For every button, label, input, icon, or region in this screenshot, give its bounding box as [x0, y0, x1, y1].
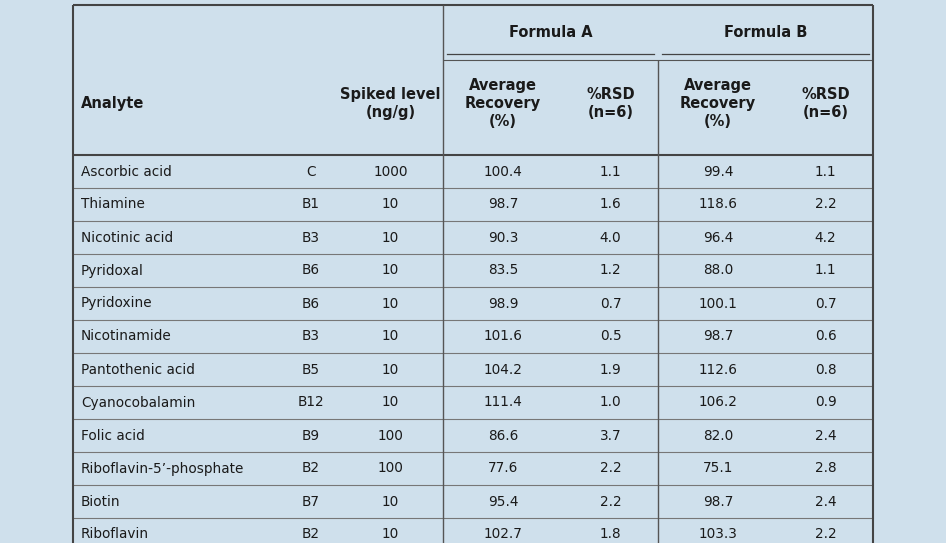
Text: Ascorbic acid: Ascorbic acid — [81, 165, 172, 179]
Text: Cyanocobalamin: Cyanocobalamin — [81, 395, 196, 409]
Text: 100: 100 — [377, 462, 403, 476]
Text: 0.7: 0.7 — [600, 296, 622, 311]
Text: 10: 10 — [382, 395, 399, 409]
Text: 102.7: 102.7 — [483, 527, 522, 541]
Text: C: C — [306, 165, 315, 179]
Text: 2.2: 2.2 — [815, 527, 836, 541]
Text: 98.9: 98.9 — [488, 296, 518, 311]
Text: 100.1: 100.1 — [698, 296, 738, 311]
Text: 82.0: 82.0 — [703, 428, 733, 443]
Text: 111.4: 111.4 — [483, 395, 522, 409]
Text: B1: B1 — [302, 198, 320, 212]
Text: 10: 10 — [382, 263, 399, 277]
Text: 1.1: 1.1 — [815, 263, 836, 277]
Text: 96.4: 96.4 — [703, 230, 733, 244]
Text: B12: B12 — [297, 395, 324, 409]
Text: 2.2: 2.2 — [815, 198, 836, 212]
Text: 4.2: 4.2 — [815, 230, 836, 244]
Text: Folic acid: Folic acid — [81, 428, 145, 443]
Text: 86.6: 86.6 — [488, 428, 518, 443]
Text: 98.7: 98.7 — [703, 330, 733, 344]
Text: 1.8: 1.8 — [600, 527, 622, 541]
Text: B3: B3 — [302, 330, 320, 344]
Text: B2: B2 — [302, 527, 320, 541]
Text: 77.6: 77.6 — [488, 462, 518, 476]
Text: 0.6: 0.6 — [815, 330, 836, 344]
Text: B6: B6 — [302, 263, 320, 277]
Text: 0.9: 0.9 — [815, 395, 836, 409]
Text: Analyte: Analyte — [81, 96, 145, 111]
Text: %RSD
(n=6): %RSD (n=6) — [801, 87, 850, 120]
Text: Average
Recovery
(%): Average Recovery (%) — [680, 78, 756, 129]
Text: 10: 10 — [382, 296, 399, 311]
Text: 88.0: 88.0 — [703, 263, 733, 277]
Text: 95.4: 95.4 — [488, 495, 518, 508]
Text: Spiked level
(ng/g): Spiked level (ng/g) — [341, 87, 441, 120]
Text: 2.4: 2.4 — [815, 495, 836, 508]
Text: 4.0: 4.0 — [600, 230, 622, 244]
Text: 99.4: 99.4 — [703, 165, 733, 179]
Text: 10: 10 — [382, 363, 399, 376]
Text: 106.2: 106.2 — [698, 395, 738, 409]
Text: 101.6: 101.6 — [483, 330, 522, 344]
Text: B9: B9 — [302, 428, 320, 443]
Text: 100: 100 — [377, 428, 403, 443]
Text: B5: B5 — [302, 363, 320, 376]
Text: 103.3: 103.3 — [698, 527, 738, 541]
Text: 98.7: 98.7 — [488, 198, 518, 212]
Text: 104.2: 104.2 — [483, 363, 522, 376]
Text: 10: 10 — [382, 230, 399, 244]
Text: 2.2: 2.2 — [600, 495, 622, 508]
Text: 100.4: 100.4 — [483, 165, 522, 179]
Text: 75.1: 75.1 — [703, 462, 733, 476]
Text: Formula A: Formula A — [509, 25, 592, 40]
Text: 1.6: 1.6 — [600, 198, 622, 212]
Text: Formula B: Formula B — [724, 25, 807, 40]
Text: Riboflavin-5’-phosphate: Riboflavin-5’-phosphate — [81, 462, 244, 476]
Text: 1.2: 1.2 — [600, 263, 622, 277]
Text: %RSD
(n=6): %RSD (n=6) — [587, 87, 635, 120]
Text: 3.7: 3.7 — [600, 428, 622, 443]
Text: 0.5: 0.5 — [600, 330, 622, 344]
Text: 10: 10 — [382, 527, 399, 541]
Text: 0.8: 0.8 — [815, 363, 836, 376]
Text: Pyridoxal: Pyridoxal — [81, 263, 144, 277]
Text: B7: B7 — [302, 495, 320, 508]
Text: 1.1: 1.1 — [600, 165, 622, 179]
Text: 10: 10 — [382, 495, 399, 508]
Text: B3: B3 — [302, 230, 320, 244]
Text: 10: 10 — [382, 198, 399, 212]
Bar — [73, 5, 873, 543]
Text: Pyridoxine: Pyridoxine — [81, 296, 152, 311]
Text: 1.9: 1.9 — [600, 363, 622, 376]
Text: Nicotinic acid: Nicotinic acid — [81, 230, 173, 244]
Text: 2.4: 2.4 — [815, 428, 836, 443]
Text: B6: B6 — [302, 296, 320, 311]
Text: Thiamine: Thiamine — [81, 198, 145, 212]
Text: 2.2: 2.2 — [600, 462, 622, 476]
Text: 1000: 1000 — [374, 165, 408, 179]
Text: 98.7: 98.7 — [703, 495, 733, 508]
Text: 112.6: 112.6 — [698, 363, 738, 376]
Text: 0.7: 0.7 — [815, 296, 836, 311]
Text: 83.5: 83.5 — [488, 263, 518, 277]
Text: 10: 10 — [382, 330, 399, 344]
Text: Nicotinamide: Nicotinamide — [81, 330, 172, 344]
Text: 1.1: 1.1 — [815, 165, 836, 179]
Text: 1.0: 1.0 — [600, 395, 622, 409]
Text: 118.6: 118.6 — [698, 198, 738, 212]
Text: Biotin: Biotin — [81, 495, 121, 508]
Text: Average
Recovery
(%): Average Recovery (%) — [464, 78, 541, 129]
Text: Pantothenic acid: Pantothenic acid — [81, 363, 195, 376]
Text: 2.8: 2.8 — [815, 462, 836, 476]
Text: 90.3: 90.3 — [488, 230, 518, 244]
Text: Riboflavin: Riboflavin — [81, 527, 149, 541]
Text: B2: B2 — [302, 462, 320, 476]
